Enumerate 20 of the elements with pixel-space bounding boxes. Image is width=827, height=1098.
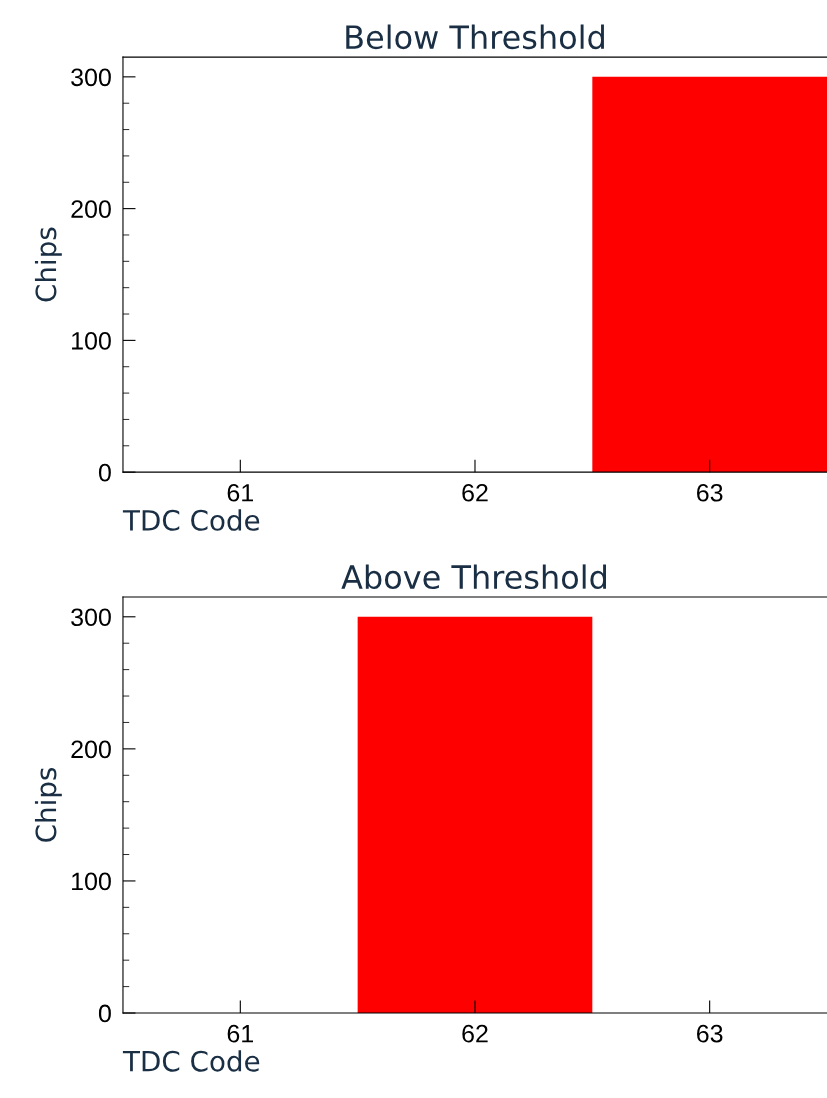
x-tick-label: 63 <box>697 1024 723 1043</box>
x-tick-label: 63 <box>697 483 723 502</box>
x-tick-label: 61 <box>227 1024 253 1043</box>
x-tick-label: 62 <box>462 1024 488 1043</box>
x-axis-title: TDC Code <box>122 1050 260 1072</box>
y-tick-label: 0 <box>98 1004 111 1023</box>
y-tick-label: 100 <box>72 872 111 891</box>
y-tick-label: 300 <box>71 68 111 87</box>
x-tick-label: 62 <box>462 483 488 502</box>
y-tick-label: 300 <box>71 608 111 627</box>
chart-title: Above Threshold <box>341 564 606 590</box>
x-axis-title: TDC Code <box>122 509 260 531</box>
y-tick-label: 100 <box>72 331 111 350</box>
y-axis-title: Chips <box>34 227 62 302</box>
y-tick-label: 200 <box>71 200 111 218</box>
y-tick-label: 0 <box>98 463 111 482</box>
y-tick-label: 200 <box>71 740 111 759</box>
chart-title: Below Threshold <box>346 24 604 50</box>
y-axis-title: Chips <box>34 767 62 842</box>
x-tick-label: 61 <box>227 483 253 502</box>
